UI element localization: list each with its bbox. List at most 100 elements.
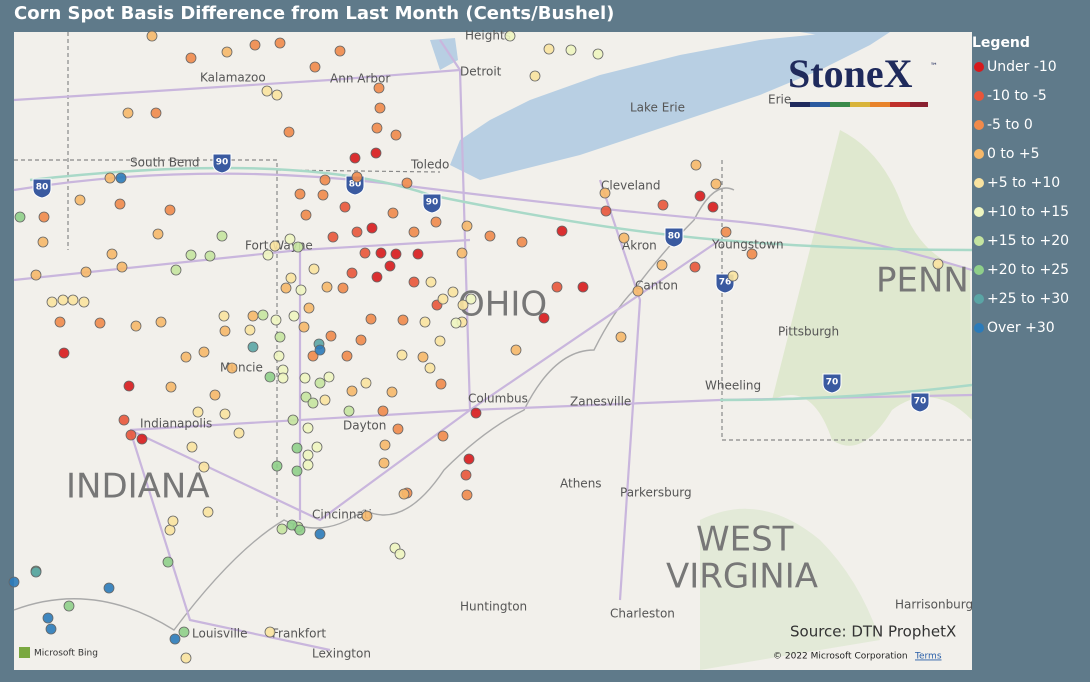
site-marker <box>323 371 335 383</box>
site-marker <box>78 296 90 308</box>
site-marker <box>221 46 233 58</box>
region-label: PENN <box>876 261 969 301</box>
site-marker <box>447 286 459 298</box>
site-marker <box>419 316 431 328</box>
site-marker <box>264 371 276 383</box>
map <box>13 32 973 670</box>
legend-swatch <box>974 149 984 159</box>
site-marker <box>390 248 402 260</box>
site-marker <box>123 380 135 392</box>
site-marker <box>359 247 371 259</box>
site-marker <box>690 159 702 171</box>
site-marker <box>707 201 719 213</box>
place-label: Detroit <box>460 65 502 79</box>
site-marker <box>398 488 410 500</box>
legend-label: +5 to +10 <box>987 175 1060 191</box>
site-marker <box>114 198 126 210</box>
site-marker <box>42 612 54 624</box>
site-marker <box>327 231 339 243</box>
site-marker <box>285 272 297 284</box>
site-marker <box>689 261 701 273</box>
legend-label: +10 to +15 <box>987 204 1069 220</box>
legend-label: +15 to +20 <box>987 233 1069 249</box>
legend-swatch <box>974 91 984 101</box>
site-marker <box>378 457 390 469</box>
place-label: Toledo <box>410 158 449 172</box>
site-marker <box>457 299 469 311</box>
site-marker <box>164 524 176 536</box>
site-marker <box>434 335 446 347</box>
legend-swatch <box>974 265 984 275</box>
site-marker <box>727 270 739 282</box>
site-marker <box>417 351 429 363</box>
site-marker <box>274 37 286 49</box>
terms-link[interactable]: Terms <box>914 652 942 662</box>
site-marker <box>286 519 298 531</box>
legend-swatch <box>974 178 984 188</box>
place-label: Erie <box>768 93 791 107</box>
site-marker <box>204 250 216 262</box>
site-marker <box>510 344 522 356</box>
site-marker <box>291 465 303 477</box>
legend-swatch <box>974 62 984 72</box>
site-marker <box>295 284 307 296</box>
site-marker <box>125 429 137 441</box>
shield-number: 70 <box>914 397 927 407</box>
site-marker <box>180 652 192 664</box>
site-marker <box>169 633 181 645</box>
site-marker <box>307 350 319 362</box>
site-marker <box>74 194 86 206</box>
site-marker <box>615 331 627 343</box>
site-marker <box>618 232 630 244</box>
shield-number: 80 <box>36 183 49 193</box>
source: Source: DTN ProphetX <box>790 623 956 641</box>
site-marker <box>165 381 177 393</box>
legend-label: Under -10 <box>987 59 1057 75</box>
site-marker <box>280 282 292 294</box>
site-marker <box>435 378 447 390</box>
site-marker <box>538 312 550 324</box>
site-marker <box>45 623 57 635</box>
site-marker <box>219 325 231 337</box>
site-marker <box>302 422 314 434</box>
site-marker <box>377 405 389 417</box>
legend-label: Over +30 <box>987 320 1055 336</box>
place-label: Dayton <box>343 419 386 433</box>
site-marker <box>80 266 92 278</box>
shield-number: 80 <box>668 232 681 242</box>
highway-shield <box>212 153 232 174</box>
site-marker <box>67 294 79 306</box>
place-label: Akron <box>622 239 657 253</box>
region-label: VIRGINIA <box>666 557 818 597</box>
site-marker <box>8 576 20 588</box>
legend-label: -10 to -5 <box>987 88 1047 104</box>
site-marker <box>461 489 473 501</box>
site-marker <box>366 222 378 234</box>
site-marker <box>412 248 424 260</box>
site-marker <box>392 423 404 435</box>
site-marker <box>226 362 238 374</box>
legend-swatch <box>974 120 984 130</box>
place-label: Frankfort <box>272 627 326 641</box>
site-marker <box>430 216 442 228</box>
site-marker <box>115 172 127 184</box>
site-marker <box>94 317 106 329</box>
legend-label: -5 to 0 <box>987 117 1033 133</box>
site-marker <box>346 385 358 397</box>
site-marker <box>198 346 210 358</box>
site-marker <box>394 548 406 560</box>
site-marker <box>600 205 612 217</box>
site-marker <box>283 126 295 138</box>
site-marker <box>300 209 312 221</box>
region-label: WEST <box>696 520 794 560</box>
site-marker <box>932 258 944 270</box>
site-marker <box>247 310 259 322</box>
site-marker <box>155 316 167 328</box>
site-marker <box>291 442 303 454</box>
place-label: Pittsburgh <box>778 325 839 339</box>
site-marker <box>54 316 66 328</box>
site-marker <box>104 172 116 184</box>
legend-swatch <box>974 294 984 304</box>
site-marker <box>271 89 283 101</box>
site-marker <box>355 334 367 346</box>
